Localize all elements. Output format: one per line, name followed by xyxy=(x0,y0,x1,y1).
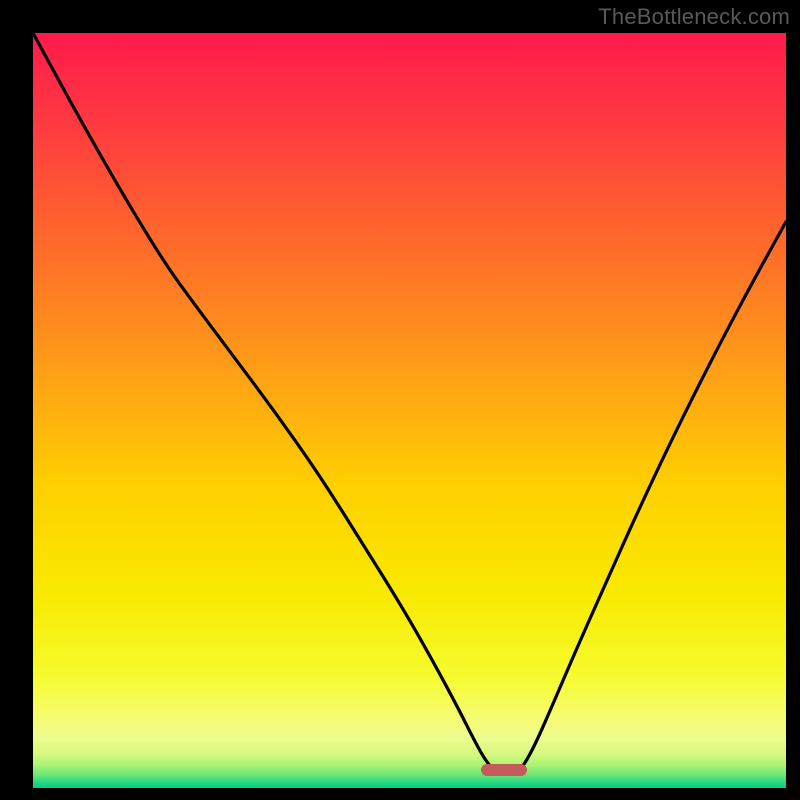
watermark-label: TheBottleneck.com xyxy=(598,4,790,30)
bottleneck-chart xyxy=(33,33,786,788)
chart-gradient-bg xyxy=(33,33,786,788)
chart-svg xyxy=(33,33,786,788)
optimal-marker xyxy=(481,764,527,776)
